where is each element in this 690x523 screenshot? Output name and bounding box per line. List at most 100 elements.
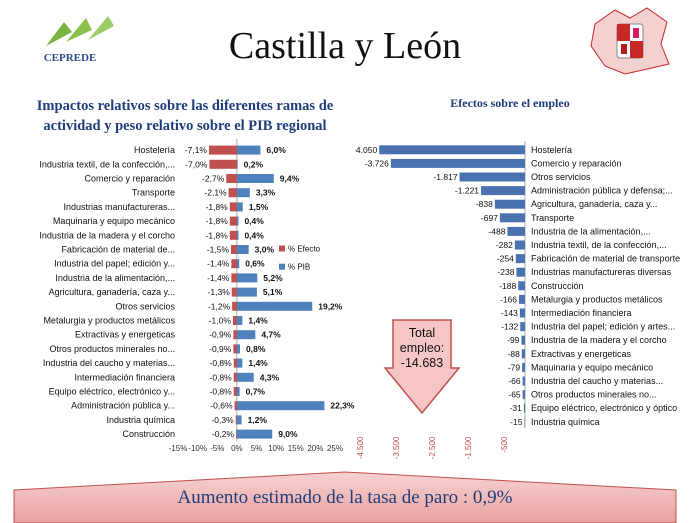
pib-bar — [236, 159, 238, 169]
pib-data-label: 4,3% — [260, 372, 280, 382]
pib-data-label: 0,2% — [244, 159, 264, 169]
employment-bar — [459, 172, 525, 182]
efecto-bar — [231, 287, 237, 297]
category-label: Transporte — [132, 188, 175, 198]
employment-data-label: -1.817 — [433, 172, 457, 182]
category-label: Industria química — [531, 417, 600, 427]
legend-swatch-efecto — [279, 245, 285, 252]
left-chart-title: Impactos relativos sobre las diferentes … — [36, 98, 334, 134]
category-label: Agricultura, ganadería, caza y... — [531, 199, 657, 209]
employment-data-label: -99 — [507, 335, 520, 345]
category-label: Metalurgia y productos metálicos — [531, 294, 663, 304]
pib-bar — [236, 216, 239, 226]
employment-bar — [522, 376, 525, 386]
category-label: Hostelería — [134, 145, 175, 155]
category-label: Metalurgia y productos metálicos — [43, 316, 175, 326]
ceprede-leaf-logo-icon — [46, 16, 114, 46]
employment-data-label: -1.221 — [455, 186, 479, 196]
efecto-bar — [226, 174, 237, 183]
employment-data-label: -238 — [497, 267, 514, 277]
pib-data-label: 0,7% — [246, 387, 266, 397]
efecto-data-label: -1,8% — [206, 202, 229, 212]
efecto-bar — [229, 202, 237, 212]
pib-data-label: 9,4% — [280, 174, 300, 184]
total-line-1: Total — [408, 326, 436, 340]
category-label: Construcción — [122, 429, 175, 439]
x-tick-label: 20% — [307, 444, 323, 453]
pib-bar — [236, 316, 243, 325]
efecto-bar — [209, 159, 237, 169]
category-label: Extractivas y energeticas — [531, 349, 632, 359]
category-label: Agricultura, ganadería, caza y... — [49, 287, 175, 297]
pib-data-label: 0,4% — [244, 230, 264, 240]
category-label: Fabricación de material de transporte — [531, 254, 680, 264]
efecto-bar — [233, 358, 237, 368]
efecto-bar — [233, 372, 237, 382]
efecto-data-label: -1,8% — [206, 230, 229, 240]
efecto-data-label: -0,2% — [212, 429, 235, 439]
employment-bar — [507, 226, 525, 236]
pib-bar — [236, 188, 250, 198]
category-label: Industria del papel; edición y... — [54, 259, 175, 269]
employment-bar — [522, 362, 525, 372]
pib-data-label: 1,5% — [249, 202, 269, 212]
pib-data-label: 19,2% — [318, 301, 343, 311]
pib-data-label: 9,0% — [278, 429, 298, 439]
efecto-data-label: -2,7% — [202, 174, 225, 184]
efecto-data-label: -2,1% — [204, 188, 227, 198]
employment-bar — [523, 403, 525, 413]
employment-data-label: -66 — [508, 376, 521, 386]
coat-of-arms-icon — [585, 4, 675, 76]
efecto-data-label: -0,6% — [210, 401, 233, 411]
pib-bar — [236, 358, 243, 368]
pib-bar — [236, 230, 239, 240]
x-tick-label: 15% — [288, 444, 304, 453]
pib-bar — [236, 273, 258, 283]
x-tick-label: -500 — [500, 436, 509, 453]
x-tick-label: 5% — [251, 444, 263, 453]
pib-bar — [236, 259, 240, 269]
efecto-data-label: -1,3% — [208, 287, 231, 297]
efecto-bar — [231, 259, 237, 269]
efecto-bar — [233, 330, 237, 340]
category-label: Otros servicios — [531, 172, 591, 182]
page-title: Castilla y León — [228, 25, 462, 67]
x-tick-label: -2.500 — [428, 436, 437, 459]
pib-data-label: 0,6% — [245, 259, 265, 269]
pib-data-label: 4,7% — [261, 330, 281, 340]
efecto-data-label: -1,0% — [209, 316, 232, 326]
category-label: Otros productos minerales no... — [531, 390, 657, 400]
efecto-bar — [232, 316, 237, 325]
efecto-bar — [230, 245, 237, 254]
employment-bar — [521, 335, 525, 345]
x-tick-label: -4.500 — [356, 436, 365, 459]
pib-data-label: 22,3% — [330, 401, 355, 411]
efecto-data-label: -0,9% — [209, 344, 232, 354]
employment-data-label: -166 — [500, 294, 517, 304]
pib-bar — [236, 330, 256, 340]
x-tick-label: 25% — [327, 444, 343, 453]
employment-bar — [524, 417, 525, 427]
left-bar-chart: Hostelería -7,1% 6,0% Industria textil, de … — [39, 139, 355, 453]
pib-data-label: 6,0% — [266, 145, 286, 155]
employment-bar — [518, 281, 525, 291]
total-employment-label: Total empleo: -14.683 — [383, 326, 461, 371]
employment-bar — [521, 349, 525, 359]
efecto-data-label: -1,5% — [207, 245, 230, 255]
employment-data-label: -697 — [481, 213, 498, 223]
employment-data-label: -488 — [488, 226, 505, 236]
pib-data-label: 0,4% — [244, 216, 264, 226]
legend-swatch-pib — [279, 263, 285, 270]
employment-bar — [519, 308, 525, 318]
pib-data-label: 3,3% — [256, 188, 276, 198]
pib-bar — [236, 301, 313, 311]
efecto-bar — [209, 145, 237, 155]
x-tick-label: -10% — [188, 444, 207, 453]
employment-bar — [516, 267, 525, 277]
category-label: Equipo eléctrico, electrónico y... — [49, 387, 175, 397]
efecto-data-label: -0,9% — [209, 330, 232, 340]
pib-bar — [236, 401, 325, 411]
category-label: Industria química — [106, 415, 175, 425]
pib-bar — [236, 245, 249, 254]
efecto-data-label: -7,0% — [185, 159, 208, 169]
